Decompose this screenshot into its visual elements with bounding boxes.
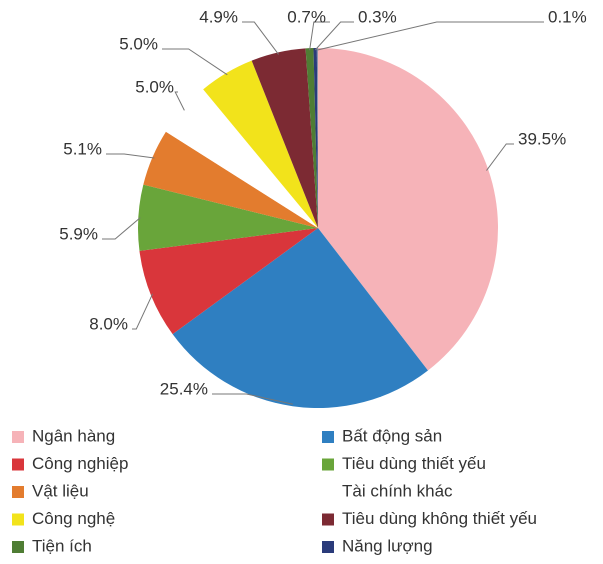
legend-label: Ngân hàng [32,426,115,445]
data-label: 39.5% [518,129,566,148]
leader-line [212,393,294,405]
legend-label: Công nghệ [32,509,115,528]
pie-slice [313,48,318,229]
data-label: 5.1% [63,139,102,158]
data-label: 8.0% [89,314,128,333]
leader-line [486,143,514,171]
data-label: 5.0% [119,34,158,53]
legend-swatch [12,513,24,526]
pie-slice [137,184,318,251]
leader-line [106,153,155,159]
legend-swatch [12,541,24,553]
legend-swatch [12,486,24,498]
legend-label: Tiêu dùng không thiết yếu [342,509,537,528]
data-label: 0.7% [287,7,326,26]
leader-line [242,21,279,55]
legend-label: Công nghiệp [32,454,128,473]
legend-swatch [322,541,334,553]
leader-line [174,91,185,111]
leader-line [132,293,154,330]
pie-slice [318,48,499,371]
legend-swatch [12,458,24,471]
leader-line [162,48,228,76]
legend-label: Năng lượng [342,536,433,555]
legend-label: Tiện ích [32,536,92,555]
legend-swatch [322,513,334,526]
legend-swatch [322,486,334,498]
legend-label: Bất động sản [342,426,442,445]
data-label: 25.4% [160,379,208,398]
legend-swatch [12,431,24,443]
pie-slice [316,48,318,228]
pie-slice [139,228,318,335]
data-label: 4.9% [199,7,238,26]
legend-label: Tài chính khác [342,481,453,500]
legend-swatch [322,431,334,443]
pie-slice [143,131,318,228]
leader-line [317,21,544,51]
pie-slice [165,89,318,229]
leader-line [314,21,354,51]
pie-slice [203,60,318,228]
data-label: 0.3% [358,7,397,26]
leader-line [309,21,330,51]
data-label: 0.1% [548,7,587,26]
pie-slice [251,48,318,229]
data-label: 5.0% [135,77,174,96]
legend-label: Tiêu dùng thiết yếu [342,454,486,473]
legend-swatch [322,458,334,471]
pie-slice [172,228,428,408]
pie-slice [305,48,318,228]
leader-line [102,217,141,240]
legend-label: Vật liệu [32,481,89,500]
data-label: 5.9% [59,224,98,243]
